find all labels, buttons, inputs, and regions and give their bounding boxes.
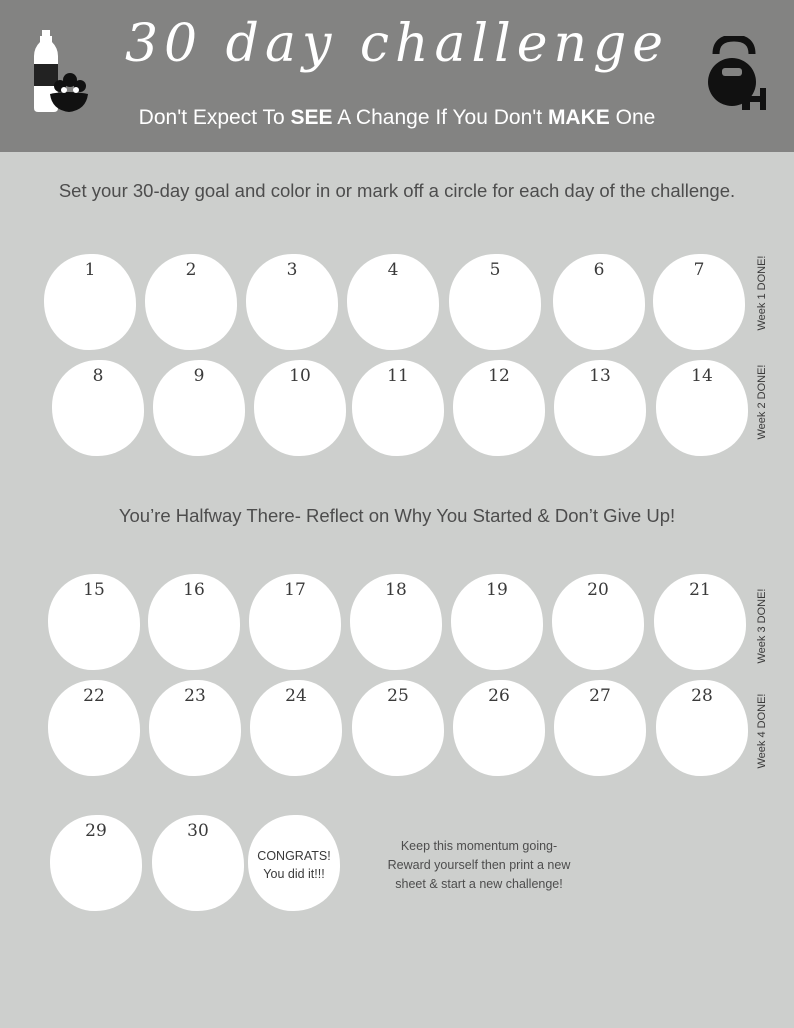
day-number: 14 [691, 366, 713, 386]
day-circle[interactable]: 10 [254, 360, 346, 456]
day-circle[interactable]: 19 [451, 574, 543, 670]
momentum-message: Keep this momentum going- Reward yoursel… [368, 837, 590, 894]
day-circle[interactable]: 12 [453, 360, 545, 456]
day-number: 1 [84, 260, 96, 280]
day-number: 4 [387, 260, 399, 280]
day-circle[interactable]: 15 [48, 574, 140, 670]
day-number: 12 [488, 366, 510, 386]
day-circle[interactable]: 24 [250, 680, 342, 776]
day-circle[interactable]: 1 [44, 254, 136, 350]
week-4-done-label: Week 4 DONE! [756, 693, 768, 769]
day-number: 30 [187, 821, 209, 841]
day-number: 20 [587, 580, 609, 600]
day-number: 18 [385, 580, 407, 600]
momentum-line: sheet & start a new challenge! [395, 877, 563, 891]
day-circle[interactable]: 21 [654, 574, 746, 670]
day-circle[interactable]: 14 [656, 360, 748, 456]
subtitle-part: Don't Expect To [138, 106, 291, 129]
week-2-done-label: Week 2 DONE! [756, 364, 768, 440]
day-number: 5 [489, 260, 501, 280]
day-circle[interactable]: 11 [352, 360, 444, 456]
halfway-message: You’re Halfway There- Reflect on Why You… [118, 505, 676, 526]
day-number: 13 [589, 366, 611, 386]
day-circle[interactable]: 23 [149, 680, 241, 776]
day-number: 27 [589, 686, 611, 706]
instructions-text: Set your 30-day goal and color in or mar… [58, 180, 736, 201]
week-3-done-label: Week 3 DONE! [756, 588, 768, 664]
day-circle[interactable]: 18 [350, 574, 442, 670]
day-number: 19 [486, 580, 508, 600]
day-circle[interactable]: 8 [52, 360, 144, 456]
day-circle[interactable]: 16 [148, 574, 240, 670]
day-number: 24 [285, 686, 307, 706]
day-number: 9 [193, 366, 205, 386]
day-circle[interactable]: 25 [352, 680, 444, 776]
day-circle[interactable]: 20 [552, 574, 644, 670]
day-circle[interactable]: 6 [553, 254, 645, 350]
day-number: 22 [83, 686, 105, 706]
subtitle-tagline: Don't Expect To SEE A Change If You Don'… [0, 106, 794, 130]
day-circle[interactable]: 9 [153, 360, 245, 456]
day-circle[interactable]: 30 [152, 815, 244, 911]
day-number: 25 [387, 686, 409, 706]
subtitle-part: One [609, 106, 656, 129]
day-circle[interactable]: 22 [48, 680, 140, 776]
congrats-text: CONGRATS! You did it!!! [248, 847, 340, 883]
subtitle-emphasis-make: MAKE [547, 106, 610, 129]
day-circle[interactable]: 27 [554, 680, 646, 776]
day-circle[interactable]: 26 [453, 680, 545, 776]
day-circle[interactable]: 28 [656, 680, 748, 776]
day-number: 23 [184, 686, 206, 706]
day-number: 3 [286, 260, 298, 280]
page-title: 30 day challenge [124, 14, 670, 74]
day-number: 28 [691, 686, 713, 706]
header-banner: 30 day challenge Don't Expect To SEE A C… [0, 0, 794, 152]
congrats-circle[interactable]: CONGRATS! You did it!!! [248, 815, 340, 911]
congrats-line: CONGRATS! [257, 849, 331, 863]
week-1-done-label: Week 1 DONE! [756, 255, 768, 331]
subtitle-part: A Change If You Don't [332, 106, 548, 129]
congrats-line: You did it!!! [263, 867, 325, 881]
day-number: 10 [289, 366, 311, 386]
day-number: 29 [85, 821, 107, 841]
day-number: 11 [387, 366, 409, 386]
day-number: 2 [185, 260, 197, 280]
day-number: 8 [92, 366, 104, 386]
day-number: 26 [488, 686, 510, 706]
water-bottle-and-vegetable-bowl-icon [34, 30, 88, 112]
day-number: 16 [183, 580, 205, 600]
momentum-line: Keep this momentum going- [400, 839, 558, 853]
day-circle[interactable]: 4 [347, 254, 439, 350]
momentum-line: Reward yourself then print a new [387, 858, 571, 872]
day-circle[interactable]: 13 [554, 360, 646, 456]
day-circle[interactable]: 2 [145, 254, 237, 350]
subtitle-emphasis-see: SEE [290, 106, 333, 129]
day-number: 21 [689, 580, 711, 600]
day-number: 6 [593, 260, 605, 280]
day-number: 7 [693, 260, 705, 280]
kettlebell-and-dumbbell-icon [708, 36, 766, 110]
day-circle[interactable]: 7 [653, 254, 745, 350]
day-number: 17 [284, 580, 306, 600]
day-circle[interactable]: 17 [249, 574, 341, 670]
day-number: 15 [83, 580, 105, 600]
day-circle[interactable]: 5 [449, 254, 541, 350]
day-circle[interactable]: 29 [50, 815, 142, 911]
day-circle[interactable]: 3 [246, 254, 338, 350]
